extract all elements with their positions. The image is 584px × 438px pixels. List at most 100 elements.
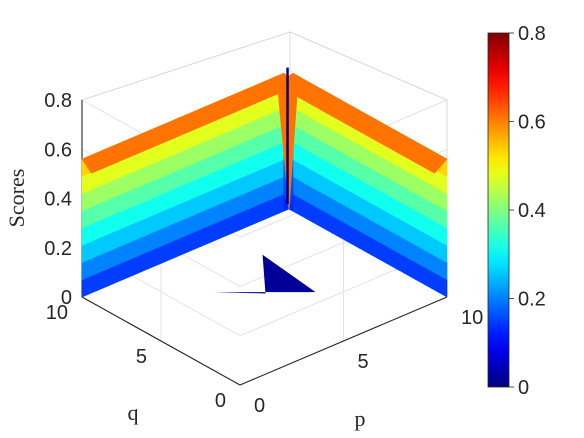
- surface-patch: [180, 235, 186, 256]
- colorbar-ticks: 0 0.2 0.4 0.6 0.8: [509, 23, 546, 399]
- surface-patch: [86, 171, 93, 192]
- surface-patch: [422, 231, 428, 253]
- surface-patch: [383, 209, 389, 231]
- surface-patch: [403, 255, 408, 276]
- surface-patch: [359, 196, 365, 217]
- surface-patch: [174, 203, 181, 224]
- surface-patch: [242, 191, 248, 213]
- surface-patch: [434, 238, 440, 259]
- surface-patch: [138, 201, 145, 222]
- surface-patch: [267, 146, 274, 167]
- surface-patch: [336, 165, 341, 187]
- p-tick-label: 5: [358, 351, 369, 373]
- surface-patch: [252, 170, 259, 191]
- surface-patch: [86, 188, 93, 210]
- surface-patch: [252, 187, 259, 208]
- surface-patch: [143, 164, 150, 185]
- surface-patch: [195, 211, 202, 232]
- surface-patch: [247, 154, 254, 176]
- surface-patch: [117, 244, 124, 265]
- surface-patch: [296, 109, 302, 130]
- surface-patch: [347, 207, 353, 228]
- surface-patch: [399, 252, 404, 274]
- surface-patch: [411, 259, 416, 280]
- surface-patch: [107, 231, 114, 252]
- p-axis-label: p: [355, 406, 366, 431]
- q-tick-label: 5: [136, 346, 147, 368]
- surface-patch: [221, 217, 228, 239]
- surface-patch: [180, 200, 186, 222]
- surface-patch: [411, 190, 416, 211]
- surface-patch: [154, 194, 160, 215]
- surface-patch: [312, 169, 317, 191]
- surface-patch: [375, 239, 381, 261]
- surface-patch: [336, 217, 341, 239]
- surface-patch: [320, 122, 325, 144]
- surface-patch: [324, 142, 329, 163]
- q-tick-label: 10: [46, 302, 68, 324]
- surface-patch: [375, 222, 381, 243]
- surface-patch: [363, 215, 369, 237]
- surface-patch: [415, 244, 420, 265]
- surface-patch: [308, 150, 314, 171]
- surface-patch: [231, 161, 238, 182]
- surface-patch: [316, 120, 321, 141]
- surface-patch: [320, 174, 325, 195]
- surface-patch: [434, 255, 440, 276]
- surface-patch: [320, 139, 325, 161]
- z-tick-label: 0.2: [44, 238, 72, 260]
- surface-patch: [169, 205, 176, 226]
- surface: [81, 67, 448, 298]
- p-tick-label: 10: [461, 307, 483, 329]
- surface-patch: [247, 137, 254, 159]
- surface-patch: [102, 216, 109, 237]
- surface-patch: [383, 226, 389, 248]
- surface-patch: [422, 197, 428, 218]
- surface-patch: [236, 142, 243, 163]
- surface-patch: [200, 226, 207, 247]
- surface-patch: [159, 244, 166, 265]
- surface-patch: [231, 196, 238, 217]
- surface-patch: [371, 151, 377, 172]
- surface-patch: [273, 195, 279, 217]
- surface-patch: [262, 182, 269, 204]
- surface-patch: [387, 177, 393, 198]
- surface-patch: [216, 150, 223, 172]
- surface-patch: [411, 207, 416, 229]
- surface-patch: [292, 176, 298, 197]
- surface-patch: [419, 212, 424, 233]
- surface-patch: [262, 131, 269, 152]
- surface-patch: [419, 263, 424, 285]
- surface-patch: [267, 197, 274, 219]
- surface-patch: [226, 181, 233, 202]
- surface-patch: [363, 181, 369, 202]
- surface-patch: [169, 153, 176, 174]
- surface-patch: [391, 231, 396, 252]
- surface-patch: [351, 140, 357, 161]
- surface-patch: [300, 180, 306, 202]
- surface-patch: [216, 185, 223, 206]
- surface-patch: [403, 168, 408, 190]
- surface-patch: [430, 201, 436, 222]
- surface-patch: [332, 215, 337, 236]
- surface-patch: [164, 224, 171, 246]
- surface-patch: [195, 228, 202, 250]
- surface-patch: [205, 172, 212, 193]
- surface-patch: [221, 131, 228, 152]
- surface-patch: [442, 259, 448, 281]
- surface-patch: [308, 116, 314, 137]
- surface-patch: [316, 206, 321, 228]
- surface-patch: [257, 116, 264, 137]
- surface-patch: [300, 146, 306, 167]
- surface-patch: [159, 226, 166, 248]
- surface-patch: [205, 138, 212, 159]
- surface-patch: [247, 206, 254, 228]
- surface-patch: [226, 198, 233, 219]
- p-tick-label: 0: [254, 395, 265, 417]
- surface-patch: [117, 192, 124, 214]
- surface-patch: [387, 229, 393, 250]
- surface-patch: [252, 152, 259, 174]
- surface-patch: [347, 138, 353, 159]
- surface-patch: [267, 111, 274, 133]
- surface-patch: [415, 227, 420, 248]
